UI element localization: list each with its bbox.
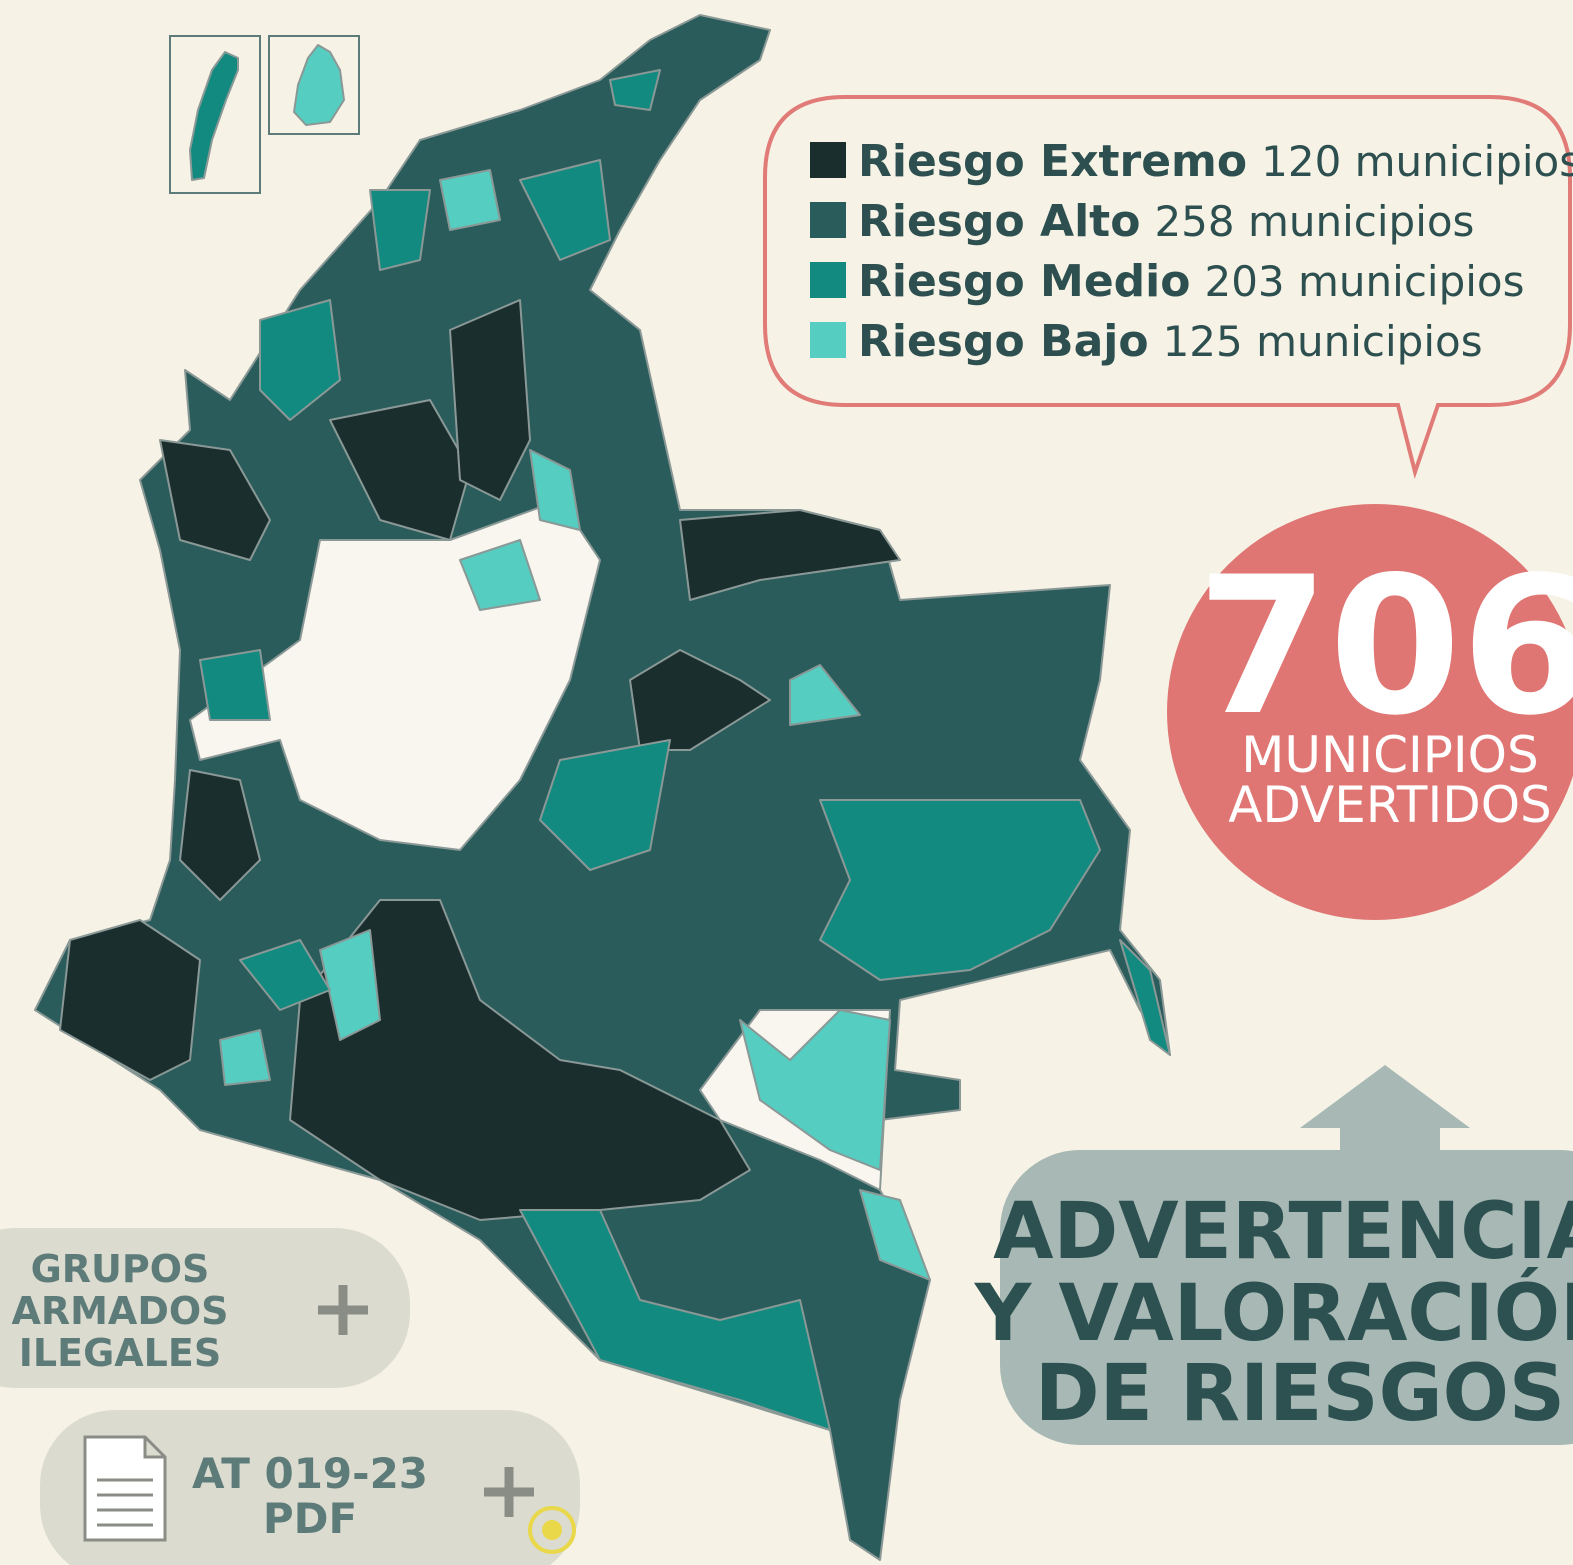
banner-text: Y VALORACIÓN <box>974 1267 1573 1359</box>
legend-callout: Riesgo Extremo 120 municipios Riesgo Alto 2… <box>763 95 1573 479</box>
legend-label: Riesgo Bajo <box>858 316 1149 367</box>
region-medium <box>1119 939 1171 1056</box>
legend: Riesgo Extremo 120 municipios Riesgo Alto 2… <box>810 136 1573 367</box>
callout-box <box>763 95 1572 479</box>
region-medium <box>609 69 661 111</box>
region-medium <box>519 1209 831 1431</box>
legend-entry: Riesgo Alto 258 municipios <box>858 196 1474 247</box>
region-low <box>319 929 381 1041</box>
inset-frame <box>169 35 261 194</box>
legend-count: 125 municipios <box>1163 317 1483 366</box>
banner[interactable] <box>1000 1150 1573 1445</box>
cursor-icon <box>542 1520 562 1540</box>
region-extreme <box>159 439 271 561</box>
button-text: ILEGALES <box>19 1331 221 1375</box>
region-extreme <box>449 299 531 501</box>
legend-swatch <box>810 202 846 238</box>
legend-entry: Riesgo Bajo 125 municipios <box>858 316 1483 367</box>
plus-icon <box>318 1285 368 1335</box>
total-circle <box>1167 504 1573 920</box>
region-low <box>789 664 861 726</box>
button-text: ARMADOS <box>11 1289 228 1333</box>
island <box>293 44 345 126</box>
arrow-up <box>1300 1065 1470 1160</box>
region-medium <box>239 939 331 1011</box>
total-caption: ADVERTIDOS <box>1228 776 1552 834</box>
plus-icon <box>484 1467 534 1517</box>
legend-count: 258 municipios <box>1154 197 1474 246</box>
legend-entry: Riesgo Extremo 120 municipios <box>858 136 1573 187</box>
button-text: GRUPOS <box>31 1247 210 1291</box>
total-number: 706 <box>1197 536 1573 757</box>
legend-swatch <box>810 322 846 358</box>
region-extreme <box>679 509 901 601</box>
region-low <box>529 449 581 531</box>
button-text: PDF <box>263 1494 357 1543</box>
document-button[interactable]: AT 019-23 PDF <box>40 1410 580 1565</box>
button-text: AT 019-23 <box>192 1449 428 1498</box>
legend-count: 120 municipios <box>1261 137 1573 186</box>
region-low <box>459 539 541 611</box>
region-extreme <box>329 399 471 541</box>
cursor-icon <box>528 1506 576 1554</box>
region-medium <box>819 799 1101 981</box>
legend-label: Riesgo Extremo <box>858 136 1247 187</box>
legend-swatch <box>810 142 846 178</box>
groups-button[interactable]: GRUPOS ARMADOS ILEGALES <box>0 1228 410 1388</box>
total-caption: MUNICIPIOS <box>1241 726 1539 784</box>
banner-text: DE RIESGOS <box>1035 1349 1565 1439</box>
region-medium <box>369 189 431 271</box>
button-background[interactable] <box>0 1228 410 1388</box>
region-extreme <box>59 919 201 1081</box>
banner-text: ADVERTENCIA <box>993 1187 1573 1277</box>
region-low <box>859 1189 931 1281</box>
region-medium <box>199 649 271 721</box>
legend-count: 203 municipios <box>1204 257 1524 306</box>
map <box>34 14 1171 1561</box>
region-medium <box>259 299 341 421</box>
region-medium <box>519 159 611 261</box>
legend-swatch <box>810 262 846 298</box>
legend-label: Riesgo Alto <box>858 196 1140 247</box>
legend-entry: Riesgo Medio 203 municipios <box>858 256 1525 307</box>
region-extreme <box>179 769 261 901</box>
inset-frame <box>268 35 360 135</box>
region-low <box>739 1009 891 1171</box>
region-low <box>439 169 501 231</box>
region-low <box>219 1029 271 1086</box>
region-extreme <box>289 899 751 1221</box>
legend-label: Riesgo Medio <box>858 256 1190 307</box>
region-medium <box>539 739 671 871</box>
document-icon <box>83 1435 167 1542</box>
island <box>189 51 239 181</box>
button-background[interactable] <box>40 1410 580 1565</box>
